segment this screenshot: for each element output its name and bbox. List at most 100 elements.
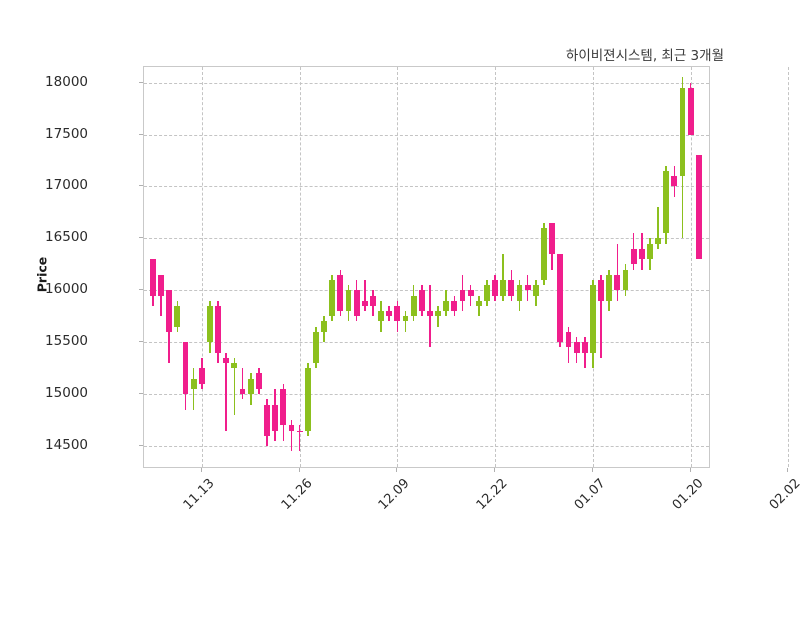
candle-body bbox=[190, 378, 197, 389]
candle-body bbox=[671, 176, 678, 187]
gridline-vertical bbox=[690, 67, 692, 467]
candle-body bbox=[239, 389, 246, 395]
y-axis-tick-mark bbox=[139, 341, 143, 343]
candle-body bbox=[508, 279, 515, 296]
y-axis-tick-label: 14500 bbox=[45, 437, 88, 454]
candle-body bbox=[435, 311, 442, 317]
candle-body bbox=[247, 378, 254, 395]
y-axis-tick-label: 15000 bbox=[45, 385, 88, 402]
x-axis-tick-mark bbox=[494, 468, 496, 472]
candle-body bbox=[500, 279, 507, 296]
candle-body bbox=[622, 269, 629, 291]
gridline-vertical bbox=[299, 67, 301, 467]
candle-body bbox=[410, 295, 417, 317]
candle-body bbox=[378, 311, 384, 322]
x-axis-tick-mark bbox=[787, 468, 789, 472]
candle-body bbox=[427, 311, 433, 317]
y-axis-tick-mark bbox=[139, 289, 143, 291]
candle-body bbox=[231, 363, 238, 369]
candle-wick bbox=[298, 425, 301, 452]
candle-body bbox=[484, 285, 490, 301]
candle-wick bbox=[233, 357, 236, 415]
candle-body bbox=[337, 274, 344, 312]
candle-wick bbox=[583, 337, 586, 369]
candle-body bbox=[394, 305, 401, 322]
candle-wick bbox=[225, 352, 228, 431]
candle-body bbox=[646, 243, 653, 260]
gridline-vertical bbox=[788, 67, 790, 467]
y-axis-tick-mark bbox=[139, 393, 143, 395]
candle-wick bbox=[429, 285, 431, 348]
candle-body bbox=[467, 290, 474, 296]
candle-wick bbox=[437, 305, 439, 327]
candle-body bbox=[557, 253, 564, 343]
candle-body bbox=[223, 357, 230, 364]
candle-body bbox=[353, 290, 360, 317]
candle-body bbox=[361, 300, 368, 306]
candle-body bbox=[532, 285, 539, 296]
candle-body bbox=[598, 279, 604, 301]
candle-wick bbox=[502, 253, 505, 301]
candle-body bbox=[182, 342, 189, 395]
candle-body bbox=[418, 290, 425, 312]
candle-body bbox=[516, 285, 523, 301]
gridline-horizontal bbox=[144, 342, 709, 344]
candle-wick bbox=[160, 274, 162, 317]
candle-body bbox=[606, 274, 613, 301]
candle-body bbox=[272, 404, 279, 431]
candle-body bbox=[451, 300, 458, 312]
candle-body bbox=[443, 300, 450, 312]
candle-body bbox=[280, 389, 287, 426]
candle-body bbox=[402, 316, 409, 322]
candle-body bbox=[655, 238, 661, 244]
plot-inner bbox=[144, 67, 790, 467]
candle-body bbox=[589, 285, 596, 353]
candle-body bbox=[207, 305, 213, 343]
candle-body bbox=[264, 404, 270, 436]
candle-body bbox=[695, 155, 702, 260]
gridline-vertical bbox=[592, 67, 594, 467]
y-axis-tick-label: 18000 bbox=[45, 73, 88, 90]
candle-body bbox=[198, 368, 205, 384]
candle-body bbox=[549, 222, 556, 254]
x-axis-tick-mark bbox=[200, 468, 202, 472]
candle-wick bbox=[600, 274, 602, 358]
candle-wick bbox=[657, 207, 659, 249]
candle-body bbox=[679, 87, 686, 177]
x-axis-tick-mark bbox=[298, 468, 300, 472]
y-axis-tick-label: 15500 bbox=[45, 333, 88, 350]
candle-body bbox=[321, 321, 327, 332]
candle-body bbox=[158, 274, 165, 296]
y-axis-tick-label: 16000 bbox=[45, 281, 88, 298]
candle-body bbox=[345, 290, 352, 312]
gridline-horizontal bbox=[144, 238, 709, 240]
plot-area bbox=[143, 66, 790, 468]
candle-body bbox=[459, 290, 466, 301]
candle-body bbox=[150, 259, 156, 296]
candle-body bbox=[565, 331, 572, 348]
candle-body bbox=[541, 228, 547, 280]
candle-body bbox=[369, 295, 376, 306]
candle-body bbox=[573, 342, 580, 353]
candle-wick bbox=[616, 243, 619, 301]
candle-body bbox=[581, 342, 588, 353]
gridline-horizontal bbox=[144, 446, 709, 448]
candlestick-chart-figure: 하이비젼시스템, 최근 3개월 Price 14500 15000 15500 160… bbox=[34, 48, 800, 513]
candle-body bbox=[524, 285, 531, 291]
candle-body bbox=[614, 274, 621, 291]
gridline-vertical bbox=[397, 67, 399, 467]
x-axis-tick-mark bbox=[689, 468, 691, 472]
candle-body bbox=[475, 300, 482, 306]
candle-wick bbox=[290, 420, 293, 452]
y-axis-tick-label: 17500 bbox=[45, 125, 88, 142]
candle-body bbox=[215, 305, 222, 353]
candle-body bbox=[630, 248, 637, 265]
candle-body bbox=[663, 170, 670, 234]
chart-title: 하이비젼시스템, 최근 3개월 bbox=[565, 48, 724, 64]
x-axis-tick-mark bbox=[396, 468, 398, 472]
candle-wick bbox=[241, 368, 244, 400]
candle-body bbox=[386, 311, 393, 317]
candle-body bbox=[166, 290, 173, 332]
y-axis-tick-mark bbox=[139, 237, 143, 239]
candle-body bbox=[687, 87, 694, 135]
